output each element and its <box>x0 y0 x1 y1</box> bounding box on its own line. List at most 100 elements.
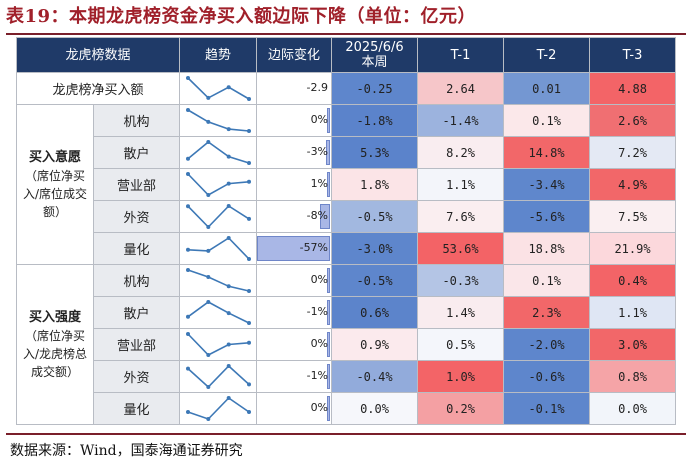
group-note: （席位净买入/龙虎榜总成交额） <box>22 329 88 379</box>
value-t3: 21.9% <box>589 232 677 265</box>
sparkline-point <box>186 268 191 272</box>
change-bar <box>257 236 331 261</box>
sparkline-point <box>226 85 231 90</box>
change-cell: -1% <box>256 360 333 393</box>
value-t1: 53.6% <box>417 232 505 265</box>
value-current: -0.25 <box>331 72 419 105</box>
value-t1: 1.1% <box>417 168 505 201</box>
trend-cell <box>179 168 258 201</box>
value-current: 0.6% <box>331 296 419 329</box>
trend-cell <box>179 232 258 265</box>
change-cell: -2.9 <box>256 72 333 105</box>
sparkline-line <box>187 333 250 356</box>
header-current: 2025/6/6 本周 <box>331 37 419 73</box>
change-bar <box>327 108 331 133</box>
value-t2: -3.4% <box>503 168 591 201</box>
change-cell: -1% <box>256 296 333 329</box>
value-current: -0.4% <box>331 360 419 393</box>
value-current: 0.0% <box>331 392 419 425</box>
table-row: 散户 -1% 0.6% 1.4% 2.3% 1.1% <box>17 296 677 329</box>
change-bar <box>327 268 331 293</box>
sparkline-point <box>247 410 252 414</box>
change-value: -2.9 <box>306 81 329 94</box>
sparkline-line <box>187 269 250 292</box>
value-t3: 4.88 <box>589 72 677 105</box>
sparkline-line <box>187 173 250 196</box>
change-value: 0% <box>310 113 329 126</box>
value-t1: 7.6% <box>417 200 505 233</box>
sparkline <box>186 332 252 357</box>
lhb-data-table: 龙虎榜数据 趋势 边际变化 2025/6/6 本周 T-1 T-2 T-3 龙虎… <box>15 37 677 425</box>
change-cell: 0% <box>256 104 333 137</box>
sparkline-point <box>226 127 231 132</box>
sparkline-point <box>226 396 231 400</box>
change-value: 0% <box>310 337 329 350</box>
change-bar <box>326 140 331 165</box>
change-cell: 0% <box>256 392 333 425</box>
row-label: 散户 <box>92 136 181 169</box>
trend-cell <box>179 328 258 361</box>
value-current: 5.3% <box>331 136 419 169</box>
header-t2: T-2 <box>503 37 591 73</box>
sparkline-line <box>187 396 250 420</box>
value-t2: -0.1% <box>503 392 591 425</box>
sparkline <box>186 108 252 133</box>
value-t1: 8.2% <box>417 136 505 169</box>
table-row: 营业部 1% 1.8% 1.1% -3.4% 4.9% <box>17 168 677 201</box>
value-current: -0.5% <box>331 264 419 297</box>
group-title: 买入意愿 <box>28 150 81 165</box>
sparkline-point <box>186 366 191 371</box>
sparkline-point <box>206 140 211 144</box>
sparkline <box>186 396 252 421</box>
change-value: 0% <box>310 401 329 414</box>
sparkline-point <box>206 353 211 357</box>
change-cell: 0% <box>256 328 333 361</box>
trend-cell <box>179 392 258 425</box>
value-t1: -0.3% <box>417 264 505 297</box>
value-t2: 0.01 <box>503 72 591 105</box>
value-current: -3.0% <box>331 232 419 265</box>
table-row: 买入强度 （席位净买入/龙虎榜总成交额） 机构 0% -0.5% -0.3% 0.1% 0.4… <box>16 264 677 425</box>
group-strength: 买入强度 （席位净买入/龙虎榜总成交额） <box>16 264 94 425</box>
trend-cell <box>179 72 258 105</box>
change-bar <box>319 204 331 229</box>
sparkline-point <box>226 364 231 368</box>
value-t2: -2.0% <box>503 328 591 361</box>
value-current: -0.5% <box>331 200 419 233</box>
change-cell: 1% <box>256 168 333 201</box>
group-title: 买入强度 <box>28 310 81 325</box>
header-current-date: 2025/6/6 <box>345 40 404 55</box>
sparkline <box>186 268 252 293</box>
sparkline <box>186 364 252 389</box>
table-row: 外资 -8% -0.5% 7.6% -5.6% 7.5% <box>17 200 677 233</box>
sparkline-point <box>226 342 231 347</box>
trend-cell <box>179 136 258 169</box>
source-note: 数据来源：Wind，国泰海通证券研究 <box>10 443 243 459</box>
sparkline-point <box>226 236 231 240</box>
sparkline-point <box>206 300 211 304</box>
value-t2: 0.1% <box>503 104 591 137</box>
sparkline <box>186 76 252 101</box>
change-value: 1% <box>310 177 329 190</box>
value-t1: 2.64 <box>417 72 505 105</box>
value-current: 0.9% <box>331 328 419 361</box>
sparkline-point <box>206 119 211 124</box>
sparkline-point <box>186 204 191 209</box>
value-t3: 7.2% <box>589 136 677 169</box>
sparkline <box>186 172 252 197</box>
group-note: （席位净买入/席位成交额） <box>22 169 88 219</box>
row-label: 量化 <box>92 232 181 265</box>
value-t2: -5.6% <box>503 200 591 233</box>
sparkline-point <box>247 216 252 221</box>
change-value: -57% <box>299 241 329 254</box>
sparkline-line <box>187 364 250 389</box>
change-value: -8% <box>306 209 329 222</box>
sparkline-point <box>206 248 211 253</box>
change-cell: -3% <box>256 136 333 169</box>
sparkline-line <box>187 204 250 229</box>
sparkline-point <box>206 95 211 100</box>
value-t3: 2.6% <box>589 104 677 137</box>
sparkline <box>186 140 252 165</box>
row-label: 营业部 <box>92 328 181 361</box>
header-trend: 趋势 <box>179 37 258 73</box>
